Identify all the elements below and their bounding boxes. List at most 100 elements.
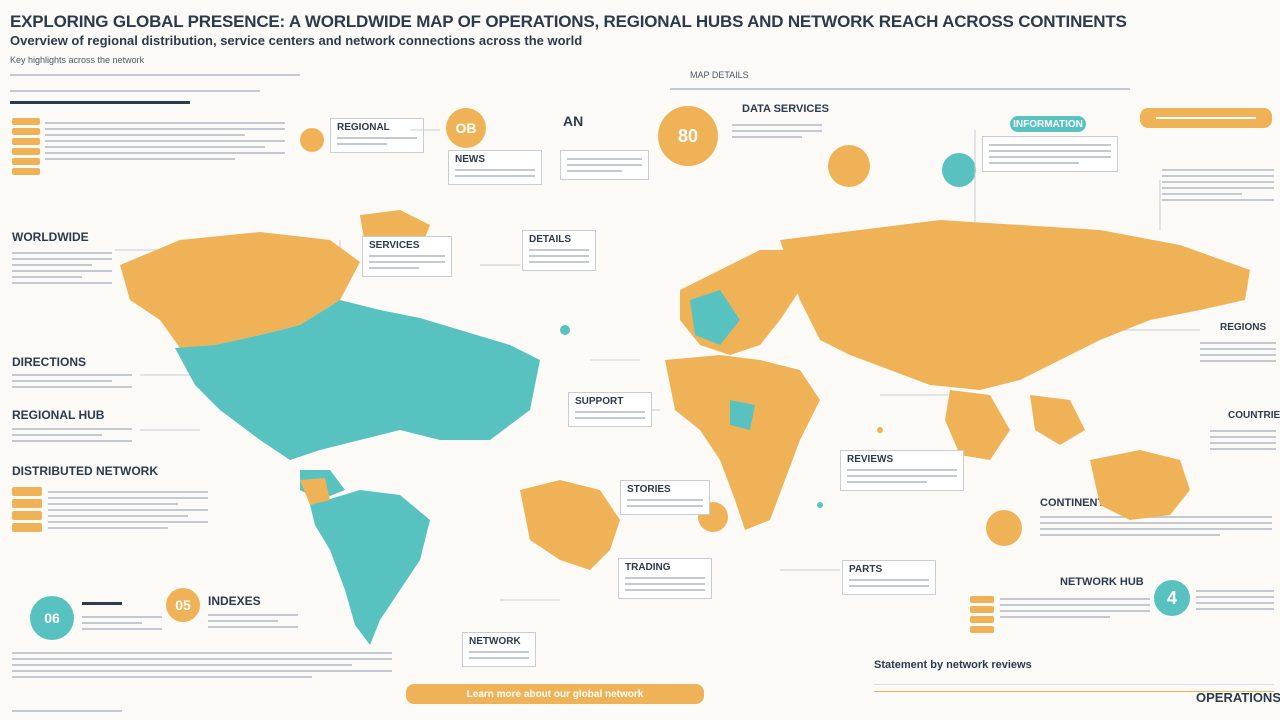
legend-bar	[970, 606, 994, 613]
callout-news: NEWS	[448, 150, 542, 185]
callout-oceania-heading: TRADING	[625, 562, 671, 573]
bottom-left-text	[12, 648, 392, 682]
region-south-america	[310, 490, 430, 645]
region-north-america-south	[175, 300, 540, 460]
top-right-text	[670, 84, 1130, 94]
teal-circle-top	[942, 153, 976, 187]
callout-south-america: STORIES	[620, 480, 710, 515]
right-teal-circle: 4	[1154, 580, 1190, 616]
legend-bar	[12, 148, 40, 155]
legend-bar	[12, 128, 40, 135]
callout-africa: SUPPORT	[568, 392, 652, 427]
intro-line-2	[10, 70, 300, 80]
right-top-pill	[1140, 108, 1272, 128]
callout-top-left-heading: REGIONAL	[337, 122, 390, 133]
right-text-5	[1000, 594, 1150, 622]
directions-text	[12, 370, 132, 392]
callout-india: PARTS	[842, 560, 936, 595]
region-africa-central	[730, 400, 755, 430]
region-south-asia	[945, 390, 1010, 460]
region-africa	[665, 355, 820, 530]
top-label-an: AN	[563, 113, 584, 129]
region-australia	[1090, 450, 1190, 520]
legend-bar	[12, 158, 40, 165]
callout-india-heading: PARTS	[849, 564, 883, 575]
distributed-text	[48, 487, 208, 533]
intro-line-3	[10, 86, 260, 96]
island	[817, 502, 823, 508]
region-asia	[780, 220, 1250, 390]
orange-circle-mid	[828, 145, 870, 187]
right-text-1	[1162, 165, 1274, 205]
badge-circle-teal: 06	[30, 596, 74, 640]
legend-bar	[12, 499, 42, 508]
left-text-block	[45, 118, 285, 164]
callout-oceania: TRADING	[618, 558, 712, 599]
region-south-america-north	[300, 478, 330, 505]
callout-top-left: REGIONAL	[330, 118, 424, 153]
callout-asia-heading: REVIEWS	[847, 454, 894, 465]
indexes-text	[208, 610, 298, 632]
badge-teal-text	[82, 612, 162, 634]
callout-news-heading: NEWS	[455, 154, 485, 165]
section-regional-hub: REGIONAL HUB	[12, 408, 105, 422]
callout-europe: DETAILS	[522, 230, 596, 271]
page-title: EXPLORING GLOBAL PRESENCE: A WORLDWIDE M…	[10, 12, 1127, 31]
callout-mid	[560, 150, 649, 180]
legend-bar	[12, 487, 42, 496]
dark-label: DATA SERVICES	[742, 103, 829, 115]
right-text-2	[1200, 338, 1276, 366]
region-south-cluster	[520, 480, 620, 570]
worldwide-text	[12, 248, 112, 288]
callout-europe-heading: DETAILS	[529, 234, 572, 245]
region-southeast-asia	[1030, 395, 1085, 445]
right-section-network: NETWORK HUB	[1060, 576, 1144, 588]
label-indexes: INDEXES	[208, 594, 261, 608]
left-legend-bars	[12, 118, 40, 178]
legend-bar	[12, 118, 40, 125]
section-distributed: DISTRIBUTED NETWORK	[12, 464, 158, 478]
section-directions: DIRECTIONS	[12, 355, 87, 369]
bottom-right-statement: Statement by network reviews	[874, 659, 1032, 671]
legend-bar	[12, 511, 42, 520]
badge-label-teal	[82, 598, 122, 609]
legend-bar	[970, 616, 994, 623]
bottom-center-pill[interactable]: Learn more about our global network	[406, 684, 704, 704]
dark-label-text	[732, 120, 822, 142]
circle-orange-top: OB	[446, 108, 486, 148]
right-section-regions: REGIONS	[1220, 322, 1267, 333]
callout-top-right	[982, 136, 1118, 172]
section-heading-1	[10, 97, 190, 108]
legend-bar	[12, 138, 40, 145]
island	[560, 325, 570, 335]
callout-east: NETWORK	[462, 632, 536, 667]
callout-asia: REVIEWS	[840, 450, 964, 491]
right-section-countries: COUNTRIES	[1228, 410, 1280, 421]
legend-bar	[12, 168, 40, 175]
page-subtitle: Overview of regional distribution, servi…	[10, 33, 583, 48]
small-orange-dot	[300, 128, 324, 152]
legend-bar	[970, 626, 994, 633]
bottom-right-lines	[874, 678, 1274, 698]
right-text-6	[1196, 586, 1274, 614]
region-north-america-north	[120, 232, 360, 348]
right-orange-circle	[986, 510, 1022, 546]
right-legend-bars	[970, 596, 994, 636]
big-orange-circle: 80	[658, 106, 718, 166]
badge-circle-orange: 05	[166, 588, 200, 622]
top-right-heading: MAP DETAILS	[690, 70, 749, 80]
right-text-3	[1210, 426, 1276, 454]
legend-bar	[970, 596, 994, 603]
distributed-bars	[12, 487, 42, 535]
right-text-4	[1040, 512, 1272, 540]
section-worldwide: WORLDWIDE	[12, 230, 89, 244]
intro-text: Key highlights across the network	[10, 55, 145, 65]
callout-south-america-heading: STORIES	[627, 484, 671, 495]
region-europe-west	[690, 290, 740, 345]
island	[877, 427, 883, 433]
brand-label: OPERATIONS	[1196, 690, 1280, 705]
teal-pill: INFORMATION	[1010, 116, 1086, 132]
callout-north-america: SERVICES	[362, 236, 452, 277]
callout-north-america-heading: SERVICES	[369, 240, 420, 251]
callout-africa-heading: SUPPORT	[575, 396, 624, 407]
